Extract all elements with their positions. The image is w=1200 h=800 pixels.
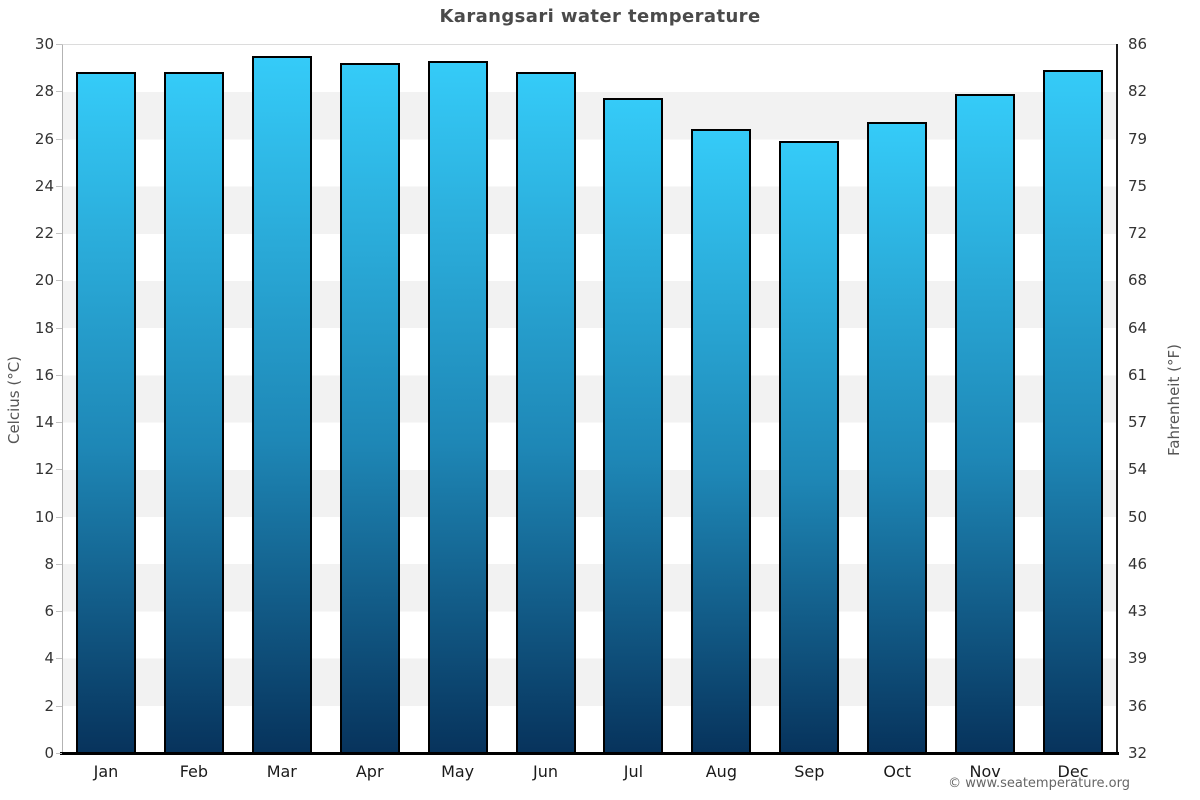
bar-may[interactable] (427, 60, 488, 753)
bar-mar[interactable] (251, 55, 312, 753)
y-axis-left-tick-mark (56, 139, 62, 140)
y-axis-right-tick-label: 39 (1128, 649, 1148, 668)
y-axis-left-tick-mark (56, 422, 62, 423)
right-axis-line (1116, 44, 1118, 753)
y-axis-left-tick-mark (56, 328, 62, 329)
y-axis-left-tick-mark (56, 658, 62, 659)
x-axis-tick-label-apr: Apr (355, 762, 384, 781)
x-axis-tick-label-sep: Sep (794, 762, 825, 781)
x-axis-tick-label-may: May (441, 762, 475, 781)
x-axis-tick-label-oct: Oct (883, 762, 912, 781)
y-axis-left-tick-mark (56, 44, 62, 45)
x-axis-tick-label-jun: Jun (533, 762, 559, 781)
y-axis-title-celsius: Celcius (°C) (5, 355, 23, 445)
y-axis-right-tick-label: 86 (1128, 35, 1148, 53)
copyright-link[interactable]: © www.seatemperature.org (948, 776, 1130, 791)
y-axis-right-tick-label: 82 (1128, 82, 1148, 101)
y-axis-left-tick-mark (56, 233, 62, 234)
y-axis-right-tick-label: 50 (1128, 507, 1148, 526)
y-axis-left-tick-label: 14 (34, 413, 54, 432)
bar-dec[interactable] (1043, 69, 1104, 753)
y-axis-left-tick-label: 12 (34, 460, 54, 479)
bar-oct[interactable] (867, 121, 928, 753)
y-axis-left-tick-label: 30 (34, 35, 54, 53)
plot-area (62, 44, 1117, 753)
x-axis-tick-label-jul: Jul (623, 762, 644, 781)
y-axis-left-tick-label: 28 (34, 82, 54, 101)
y-axis-right-tick-label: 36 (1128, 696, 1148, 715)
y-axis-left-tick-mark (56, 706, 62, 707)
bottom-axis-line (60, 752, 1119, 755)
bar-jul[interactable] (603, 98, 664, 753)
y-axis-left-tick-mark (56, 280, 62, 281)
y-axis-title-fahrenheit: Fahrenheit (°F) (1165, 344, 1183, 456)
y-axis-right-tick-label: 43 (1128, 602, 1148, 621)
y-axis-left-tick-label: 16 (34, 365, 54, 384)
x-axis-tick-label-mar: Mar (266, 762, 297, 781)
y-axis-right-tick-label: 75 (1128, 176, 1148, 195)
bar-jun[interactable] (515, 72, 576, 753)
y-axis-right-tick-label: 64 (1128, 318, 1148, 337)
y-axis-left-tick-label: 0 (44, 744, 54, 762)
y-axis-left-tick-label: 24 (34, 176, 54, 195)
y-axis-left-tick-label: 8 (44, 554, 54, 573)
y-axis-left-tick-mark (56, 469, 62, 470)
y-axis-left-tick-label: 10 (34, 507, 54, 526)
y-axis-left-tick-mark (56, 564, 62, 565)
y-axis-left-tick-mark (56, 186, 62, 187)
y-axis-left-tick-mark (56, 753, 62, 754)
y-axis-right-tick-label: 79 (1128, 129, 1148, 148)
bar-nov[interactable] (955, 93, 1016, 753)
y-axis-left-tick-mark (56, 517, 62, 518)
y-axis-left-tick-label: 4 (44, 649, 54, 668)
chart-title: Karangsari water temperature (439, 6, 761, 27)
x-axis-tick-label-nov: Nov (969, 762, 1001, 781)
x-axis-tick-label-aug: Aug (705, 762, 737, 781)
bar-feb[interactable] (163, 72, 224, 753)
y-axis-left-tick-label: 2 (44, 696, 54, 715)
y-axis-left-tick-mark (56, 91, 62, 92)
bar-aug[interactable] (691, 129, 752, 753)
y-axis-left-tick-label: 20 (34, 271, 54, 290)
y-axis-right-tick-label: 72 (1128, 224, 1148, 243)
y-axis-right-tick-label: 61 (1128, 365, 1148, 384)
y-axis-left-tick-label: 18 (34, 318, 54, 337)
bar-jan[interactable] (75, 72, 136, 753)
x-axis-tick-label-dec: Dec (1057, 762, 1089, 781)
y-axis-right-tick-label: 68 (1128, 271, 1148, 290)
y-axis-right-tick-label: 54 (1128, 460, 1148, 479)
y-axis-right-tick-label: 32 (1128, 744, 1148, 762)
y-axis-right-tick-label: 57 (1128, 413, 1148, 432)
x-axis-tick-label-feb: Feb (179, 762, 209, 781)
y-axis-right-tick-label: 46 (1128, 554, 1148, 573)
y-axis-left-tick-label: 6 (44, 602, 54, 621)
y-axis-left-tick-label: 22 (34, 224, 54, 243)
bar-apr[interactable] (339, 62, 400, 753)
bar-sep[interactable] (779, 140, 840, 753)
y-axis-left-tick-label: 26 (34, 129, 54, 148)
y-axis-left-tick-mark (56, 611, 62, 612)
y-axis-left-tick-mark (56, 375, 62, 376)
x-axis-tick-label-jan: Jan (93, 762, 119, 781)
